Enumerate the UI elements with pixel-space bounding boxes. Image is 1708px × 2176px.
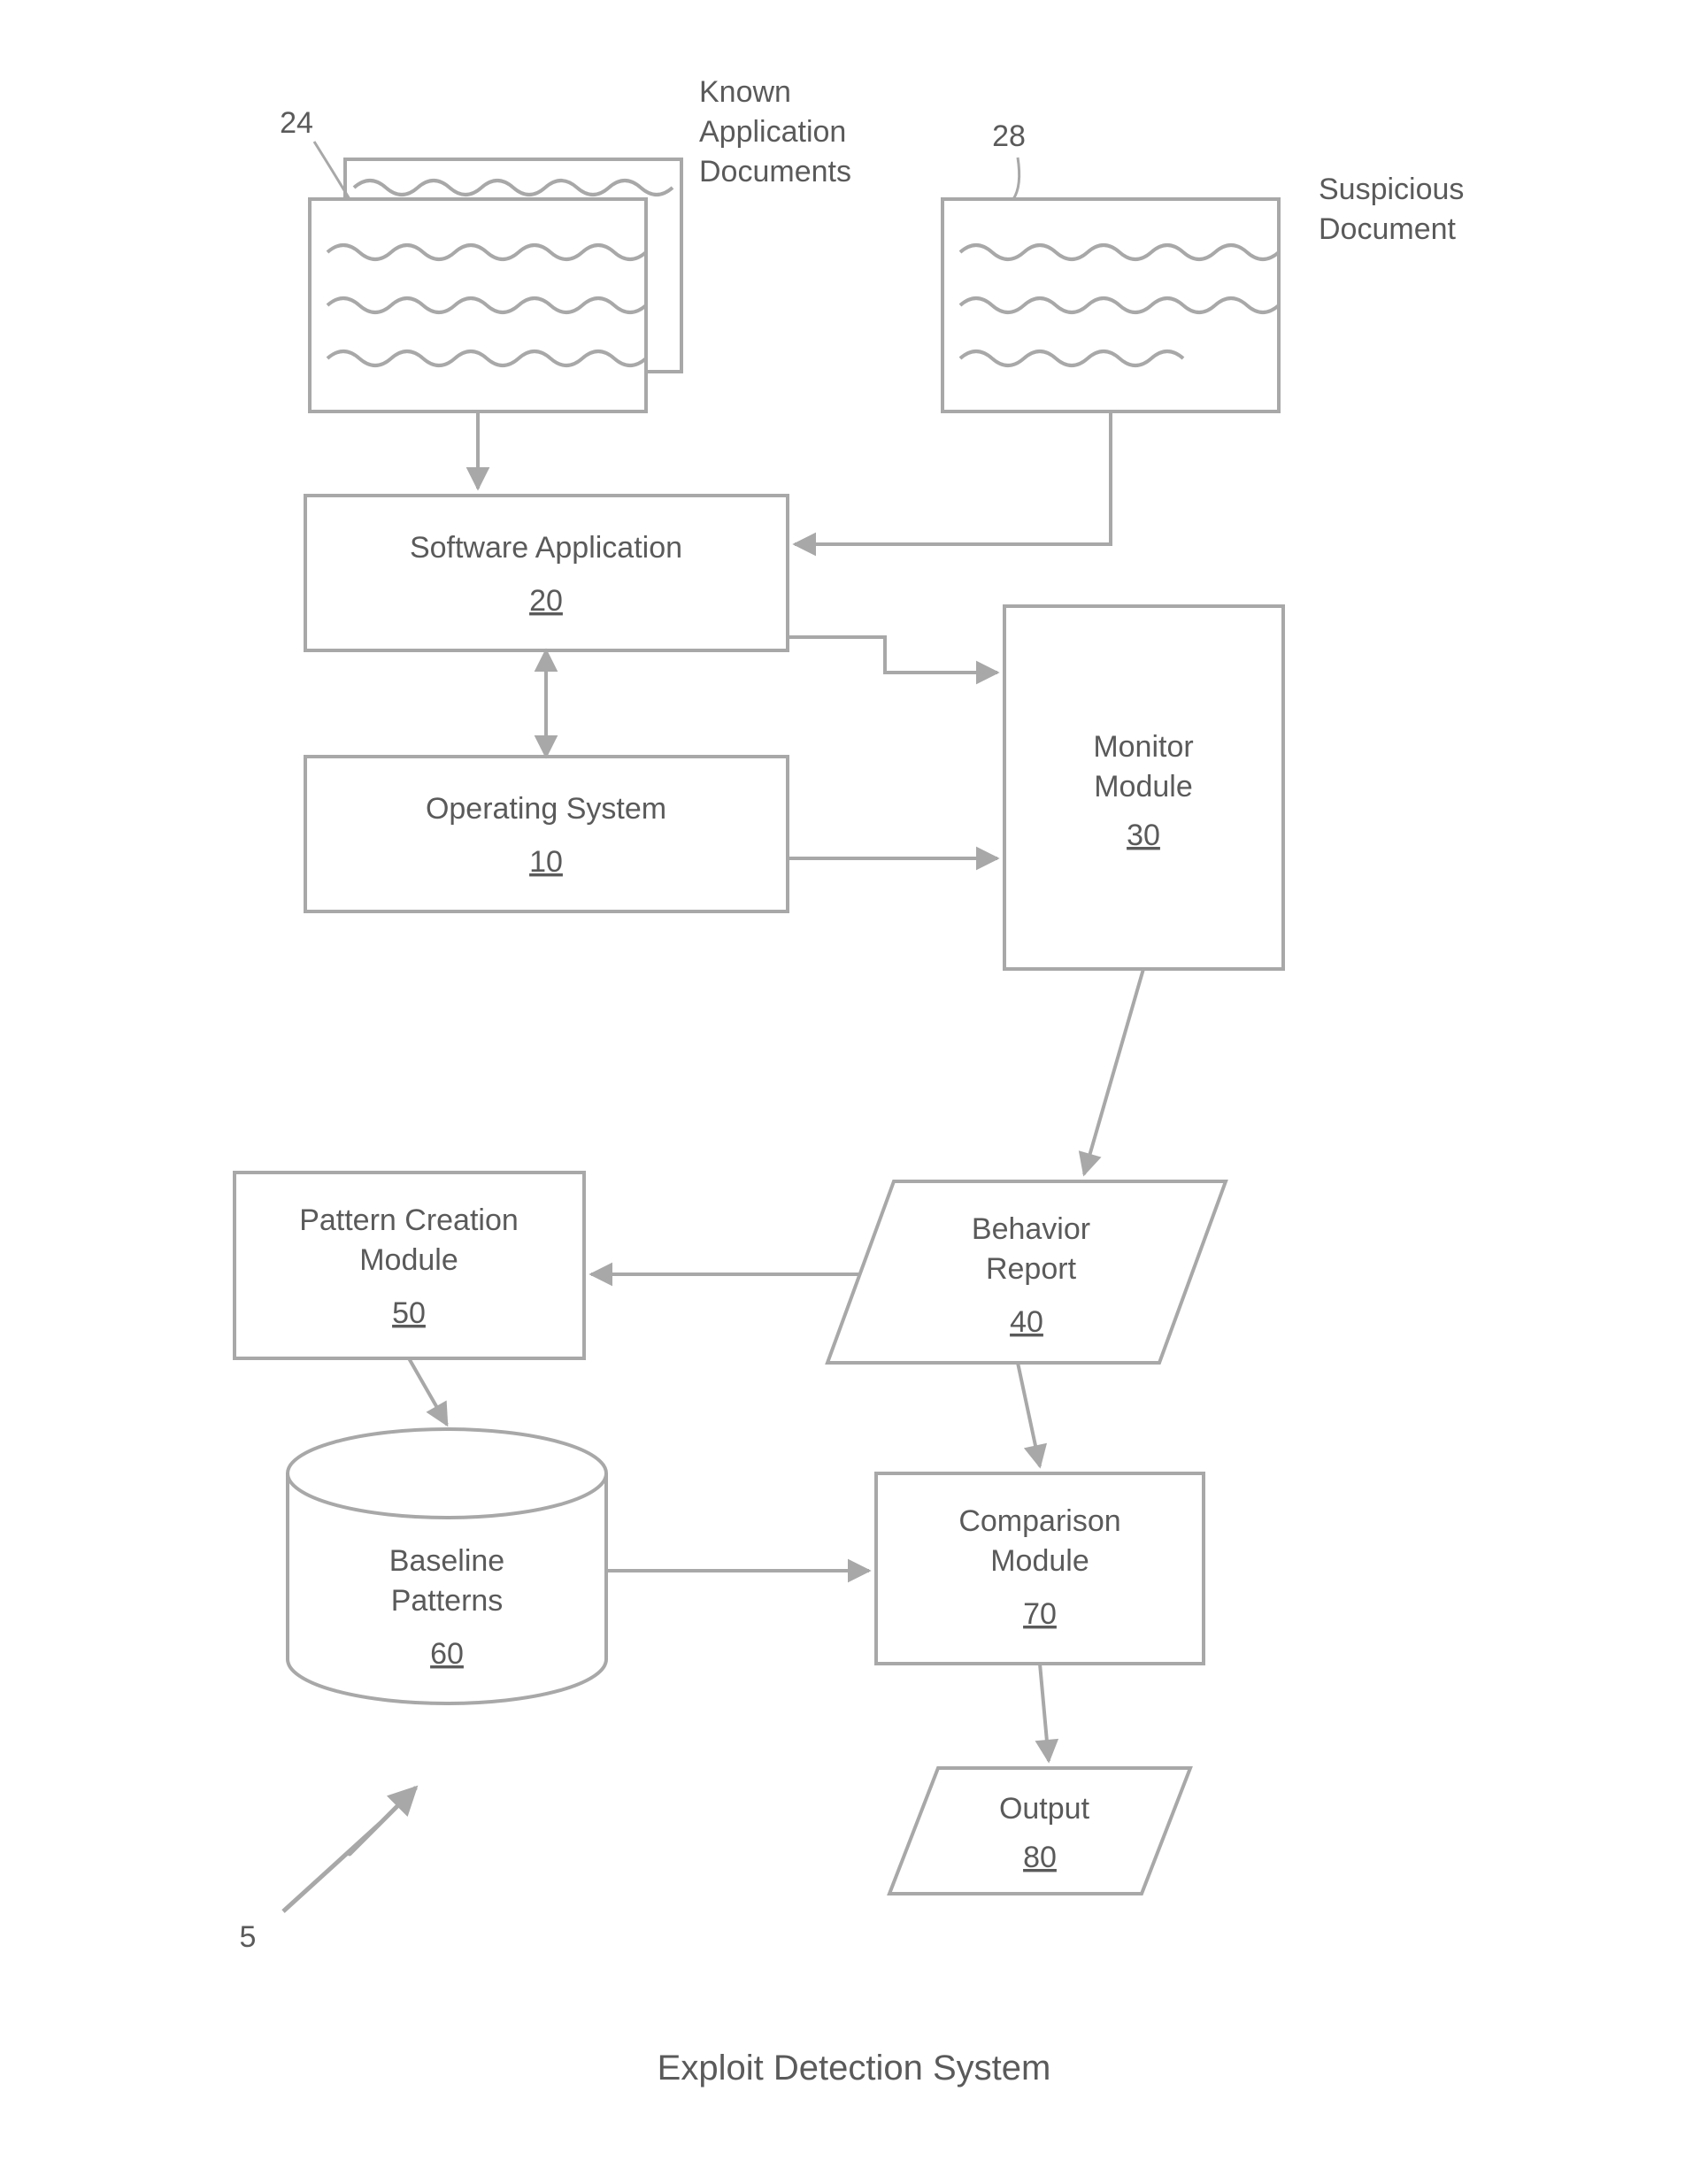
edge-pattern-baseline [409, 1358, 447, 1425]
comparison-module-label-1: Comparison [958, 1504, 1120, 1538]
suspicious-doc-ref: 28 [992, 119, 1026, 153]
edge-swapp-monitor [788, 637, 997, 673]
behavior-report-label-2: Report [986, 1252, 1077, 1286]
diagram-title: Exploit Detection System [658, 2049, 1051, 2088]
pattern-creation-num: 50 [392, 1296, 426, 1330]
edge-behavior-comparison [1018, 1363, 1040, 1466]
suspicious-doc [942, 199, 1279, 411]
system-ref: 5 [240, 1920, 257, 1954]
behavior-report-num: 40 [1010, 1305, 1043, 1339]
edge-susp-to-swapp [795, 411, 1111, 544]
comparison-module-num: 70 [1023, 1597, 1057, 1631]
suspicious-doc-label-2: Document [1319, 212, 1457, 246]
operating-system-num: 10 [529, 845, 563, 879]
comparison-module-label-2: Module [990, 1544, 1089, 1578]
output-label: Output [999, 1792, 1090, 1826]
baseline-patterns-num: 60 [430, 1637, 464, 1671]
edge-comparison-output [1040, 1664, 1049, 1761]
edge-monitor-behavior [1084, 969, 1143, 1174]
output-shape [889, 1768, 1190, 1894]
known-docs-stack [310, 159, 681, 411]
suspicious-doc-label-1: Suspicious [1319, 173, 1464, 206]
baseline-patterns-label-2: Patterns [391, 1584, 504, 1618]
pattern-creation-label-2: Module [359, 1243, 458, 1277]
known-docs-label-1: Known [699, 75, 791, 109]
diagram-canvas: 24 Known Application Documents 28 Suspic… [0, 0, 1708, 2176]
known-docs-label-3: Documents [699, 155, 851, 188]
software-application-num: 20 [529, 584, 563, 618]
operating-system-box [305, 757, 788, 911]
monitor-module-num: 30 [1127, 819, 1160, 852]
baseline-patterns-label-1: Baseline [389, 1544, 504, 1578]
operating-system-label: Operating System [426, 792, 666, 826]
behavior-report-label-1: Behavior [972, 1212, 1090, 1246]
pattern-creation-label-1: Pattern Creation [299, 1203, 519, 1237]
system-ref-arrow [283, 1788, 416, 1911]
known-docs-ref: 24 [280, 106, 313, 140]
output-num: 80 [1023, 1841, 1057, 1874]
software-application-label: Software Application [410, 531, 682, 565]
known-docs-label-2: Application [699, 115, 846, 149]
monitor-module-label-2: Module [1094, 770, 1193, 804]
software-application-box [305, 496, 788, 650]
monitor-module-label-1: Monitor [1093, 730, 1193, 764]
